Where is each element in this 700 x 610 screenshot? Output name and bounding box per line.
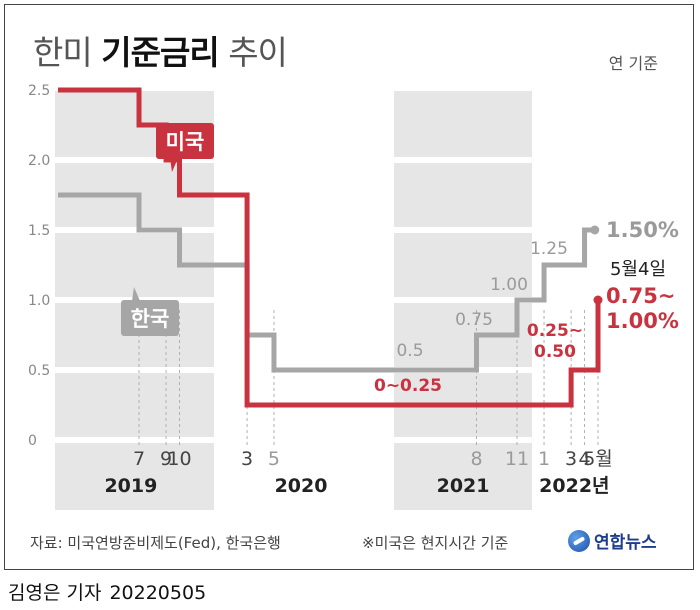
x-month-tick: 5 [268, 448, 280, 470]
y-tick-label: 2.5 [28, 83, 50, 99]
year-label: 2020 [275, 475, 328, 497]
y-tick-label: 0 [28, 433, 37, 449]
annotation-kr-0-5: 0.5 [396, 341, 423, 361]
byline: 김영은 기자 20220505 [8, 578, 206, 605]
annotation-us-mid1: 0.25~ [527, 321, 583, 341]
x-month-tick: 5월 [583, 448, 613, 470]
x-month-tick: 7 [133, 448, 145, 470]
agency-name: 연합뉴스 [594, 533, 657, 553]
year-label: 2021 [437, 475, 490, 497]
y-axis: 2.5 2.0 1.5 1.0 0.5 0 [28, 83, 50, 449]
y-tick-label: 0.5 [28, 363, 50, 379]
reporter: 김영은 기자 [8, 582, 102, 604]
y-tick-label: 1.5 [28, 223, 50, 239]
y-tick-label: 1.0 [28, 293, 50, 309]
year-labels: 2019 2020 2021 2022년 [104, 475, 609, 497]
legend-pointer-korea [132, 287, 140, 301]
footnote: ※미국은 현지시간 기준 [362, 534, 509, 552]
x-month-tick: 10 [167, 448, 191, 470]
agency-logo: 연합뉴스 [568, 528, 657, 553]
series-line-us [58, 87, 601, 408]
yonhap-icon [568, 529, 590, 552]
chart-title: 한미 기준금리 추이 [33, 33, 288, 72]
x-month-tick: 9 [160, 448, 172, 470]
x-month-tick: 8 [470, 448, 482, 470]
basis-note: 연 기준 [608, 54, 658, 73]
annotation-us-low: 0~0.25 [374, 376, 442, 396]
series-end-dot-korea [590, 225, 600, 235]
byline-date: 20220505 [109, 582, 207, 604]
legend-label-korea: 한국 [121, 287, 179, 336]
x-month-tick: 3 [565, 448, 577, 470]
infographic-frame [4, 4, 694, 570]
annotation-us-now2: 1.00% [606, 309, 679, 333]
source-note: 자료: 미국연방준비제도(Fed), 한국은행 [30, 534, 281, 552]
x-month-tick: 1 [538, 448, 550, 470]
x-month-tick: 3 [241, 448, 253, 470]
year-label: 2019 [104, 475, 157, 497]
x-month-tick: 11 [505, 448, 529, 470]
legend-label-us: 미국 [156, 123, 214, 172]
annotation-us-mid2: 0.50 [534, 342, 576, 362]
legend-text-korea: 한국 [131, 307, 170, 331]
legend-box-korea [121, 300, 179, 336]
year-label: 2022년 [539, 475, 609, 497]
annotation-us-now1: 0.75~ [606, 284, 675, 308]
legend-text-us: 미국 [166, 130, 205, 154]
annotation-kr-1-50: 1.50% [606, 218, 679, 242]
annotation-kr-0-75: 0.75 [455, 310, 493, 330]
y-tick-label: 2.0 [28, 153, 50, 169]
series-end-dot-us [593, 295, 603, 305]
legend-pointer-us [170, 158, 178, 172]
rate-chart: 2.52.01.51.00.50 7 910 3 5 8 11 1 3 45월 2019 2020… [28, 83, 679, 510]
annotation-kr-1-25: 1.25 [530, 239, 568, 259]
value-annotations: 0.5 0.75 1.001.25 1.50% 0~0.25 0.25~0.50 5월4일 0… [374, 218, 679, 396]
x-month-tick: 4 [579, 448, 591, 470]
legend-box-us [156, 123, 214, 159]
x-axis: 7 910 3 5 8 11 1 3 45월 [133, 448, 613, 470]
annotation-us-date: 5월4일 [610, 259, 666, 280]
series-lines [58, 87, 603, 408]
annotation-kr-1-00: 1.00 [490, 275, 528, 295]
series-line-korea [58, 192, 595, 373]
